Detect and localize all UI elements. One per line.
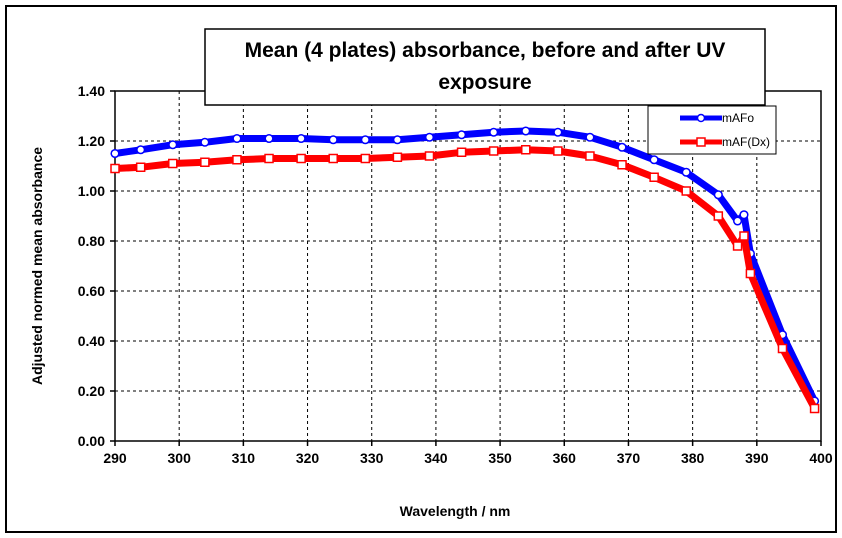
data-point-square [777, 343, 788, 354]
data-point-circle [168, 140, 178, 150]
data-point-circle [200, 137, 210, 147]
data-point-square [232, 155, 242, 165]
y-tick-label: 1.00 [78, 183, 105, 199]
legend-label-mafdx: mAF(Dx) [722, 135, 770, 149]
x-tick-label: 320 [296, 450, 320, 466]
y-tick-label: 0.40 [78, 333, 105, 349]
chart-title-line-1: Mean (4 plates) absorbance, before and a… [245, 39, 726, 62]
x-tick-label: 290 [103, 450, 127, 466]
x-tick-label: 360 [553, 450, 577, 466]
data-point-square [681, 186, 691, 196]
x-tick-label: 330 [360, 450, 384, 466]
data-point-circle [457, 130, 467, 140]
x-axis-title: Wavelength / nm [400, 503, 511, 519]
x-tick-label: 300 [168, 450, 192, 466]
data-point-square [585, 151, 595, 161]
y-tick-label: 1.20 [78, 133, 105, 149]
data-point-circle [232, 133, 242, 144]
y-tick-label: 0.60 [78, 283, 105, 299]
data-point-square [553, 146, 563, 156]
data-point-square [649, 172, 659, 182]
data-point-square [200, 157, 210, 167]
series-layer [110, 126, 820, 414]
data-point-square [135, 162, 146, 172]
y-tick-label: 0.00 [78, 433, 105, 449]
data-point-circle [489, 127, 499, 137]
data-point-circle [136, 145, 146, 155]
data-point-circle [617, 142, 627, 152]
y-tick-label: 0.80 [78, 233, 105, 249]
data-point-square [110, 163, 120, 174]
x-tick-label: 370 [617, 450, 641, 466]
legend: mAFo mAF(Dx) [647, 105, 777, 155]
data-point-square [739, 231, 749, 241]
y-tick-label: 1.40 [78, 83, 105, 99]
x-tick-label: 380 [681, 450, 705, 466]
data-point-circle [521, 126, 531, 136]
x-tick-labels: 290 300 310 320 330 340 350 360 370 380 390 400 [103, 450, 833, 466]
data-point-square [456, 147, 467, 157]
data-point-circle [110, 148, 120, 159]
x-tick-label: 350 [488, 450, 512, 466]
data-point-square [809, 403, 820, 414]
data-point-square [617, 160, 627, 170]
legend-label-mafo: mAFo [722, 111, 754, 125]
data-point-circle [681, 167, 691, 177]
data-point-square [264, 153, 274, 164]
data-point-circle [585, 132, 595, 142]
x-tick-label: 310 [232, 450, 256, 466]
data-point-circle [264, 133, 274, 144]
data-point-square [521, 145, 531, 155]
y-tick-labels: 0.00 0.20 0.40 0.60 0.80 1.00 1.20 1.40 [78, 83, 105, 449]
data-point-circle [649, 155, 659, 165]
legend-circle-marker [696, 113, 706, 123]
data-point-square [424, 151, 435, 161]
y-axis-title: Adjusted normed mean absorbance [29, 147, 45, 385]
data-point-square [328, 153, 338, 164]
data-point-square [488, 146, 499, 156]
x-tick-label: 400 [809, 450, 833, 466]
data-point-square [392, 152, 403, 162]
legend-box [647, 105, 777, 155]
data-point-circle [739, 210, 749, 220]
data-point-circle [328, 135, 338, 145]
x-tick-label: 390 [745, 450, 769, 466]
data-point-circle [713, 190, 723, 200]
x-tick-label: 340 [424, 450, 448, 466]
data-point-square [296, 153, 306, 164]
data-point-circle [392, 135, 402, 145]
chart-title-box: Mean (4 plates) absorbance, before and a… [204, 28, 766, 106]
data-point-circle [733, 216, 743, 226]
y-tick-label: 0.20 [78, 383, 105, 399]
data-point-circle [360, 135, 370, 145]
data-point-circle [424, 132, 435, 142]
chart-title-line-2: exposure [438, 71, 531, 94]
data-point-square [168, 158, 178, 169]
data-point-square [360, 153, 371, 164]
data-point-square [745, 268, 756, 279]
legend-square-marker [696, 137, 706, 147]
data-point-circle [296, 133, 306, 144]
data-point-square [732, 241, 743, 251]
data-point-square [713, 211, 724, 221]
data-point-circle [553, 127, 563, 137]
